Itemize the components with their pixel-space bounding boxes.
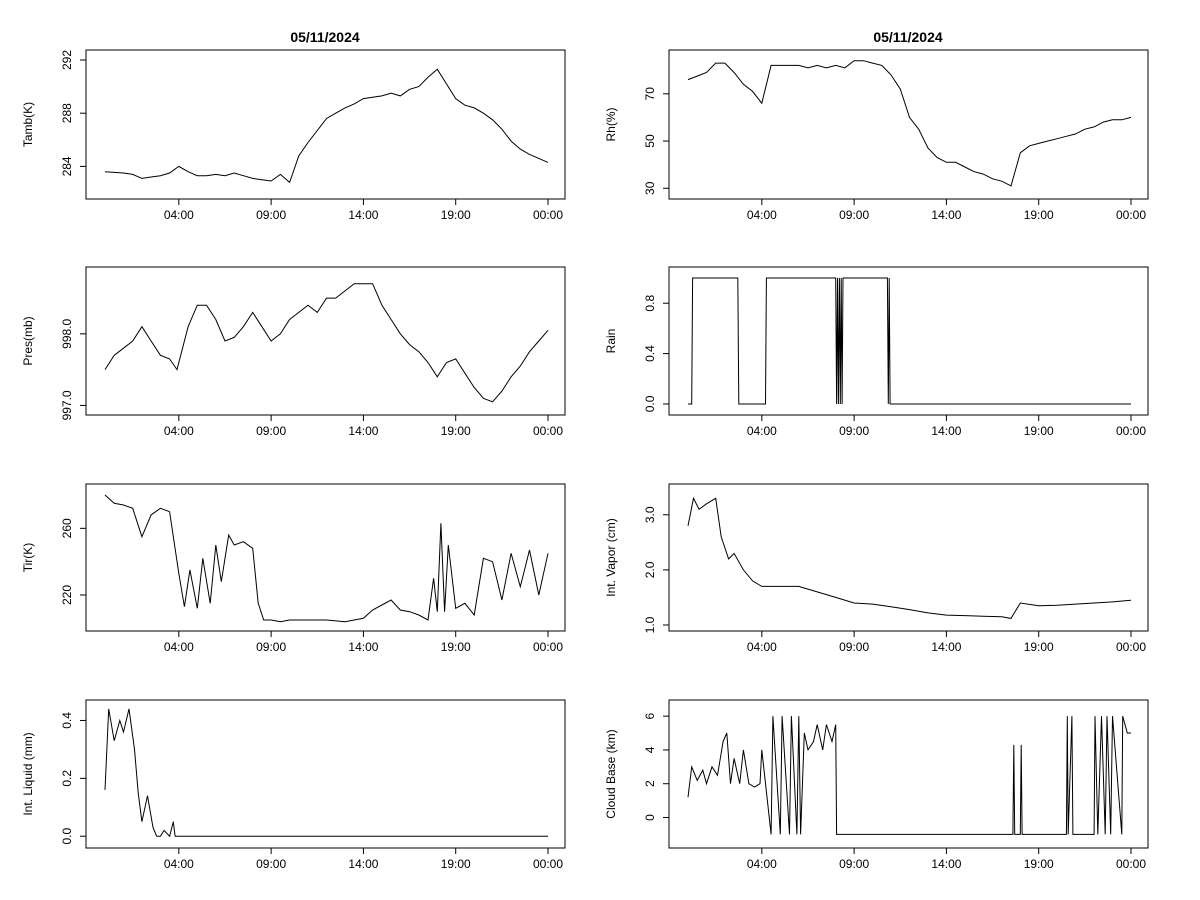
pres-y-tick-label: 997.0 — [60, 390, 74, 420]
vapor-x-tick-label: 19:00 — [1024, 640, 1054, 654]
rain-y-tick-label: 0.8 — [643, 295, 657, 312]
vapor-x-tick-label: 00:00 — [1116, 640, 1146, 654]
cloud-y-tick-label: 2 — [643, 780, 657, 787]
pres-x-tick-label: 14:00 — [348, 424, 378, 438]
tamb-y-tick-label: 288 — [60, 103, 74, 123]
cloud-y-axis-label: Cloud Base (km) — [604, 729, 618, 818]
tir-series-line — [104, 494, 549, 623]
cloud-x-tick-label: 00:00 — [1116, 857, 1146, 871]
liquid-y-tick-label: 0.0 — [60, 828, 74, 845]
tamb-x-tick-label: 19:00 — [441, 208, 471, 222]
rh-x-tick-label: 14:00 — [931, 208, 961, 222]
panel-rain: 04:00 09:00 14:00 19:00 00:00 0.0 0.4 0.8 Rain — [604, 266, 1149, 438]
rh-x-tick-label: 04:00 — [747, 208, 777, 222]
rain-y-tick-label: 0.4 — [643, 345, 657, 362]
liquid-y-tick-label: 0.2 — [60, 770, 74, 787]
rh-y-tick-label: 30 — [643, 181, 657, 195]
tamb-series-line — [104, 68, 549, 184]
liquid-x-tick-label: 00:00 — [533, 857, 563, 871]
tamb-y-tick-label: 292 — [60, 50, 74, 70]
liquid-x-tick-label: 19:00 — [441, 857, 471, 871]
tamb-y-tick-label: 284 — [60, 156, 74, 176]
panel-pres: 04:00 09:00 14:00 19:00 00:00 997.0 998.0 Pres(… — [21, 266, 566, 438]
panel-cloud: 04:00 09:00 14:00 19:00 00:00 0 2 4 6 Cloud Base … — [604, 699, 1149, 871]
vapor-plot-frame — [668, 483, 1149, 632]
cloud-x-tick-label: 14:00 — [931, 857, 961, 871]
vapor-series-line — [687, 496, 1132, 619]
cloud-x-tick-label: 04:00 — [747, 857, 777, 871]
vapor-y-axis-label: Int. Vapor (cm) — [604, 518, 618, 596]
cloud-y-tick-label: 6 — [643, 712, 657, 719]
rh-series-line — [687, 60, 1132, 187]
cloud-series-line — [687, 715, 1131, 835]
tir-x-tick-label: 04:00 — [164, 640, 194, 654]
rain-x-tick-label: 09:00 — [839, 424, 869, 438]
rain-series-line — [688, 277, 1131, 405]
tir-y-axis-label: Tir(K) — [21, 543, 35, 573]
panel-tir: 04:00 09:00 14:00 19:00 00:00 220 260 Tir(K) — [21, 483, 566, 654]
cloud-x-tick-label: 19:00 — [1024, 857, 1054, 871]
cloud-y-tick-label: 4 — [643, 746, 657, 753]
liquid-x-tick-label: 14:00 — [348, 857, 378, 871]
pres-y-axis-label: Pres(mb) — [21, 316, 35, 365]
tamb-x-tick-label: 00:00 — [533, 208, 563, 222]
rh-plot-frame — [668, 49, 1149, 200]
rain-x-tick-label: 19:00 — [1024, 424, 1054, 438]
panel-vapor: 04:00 09:00 14:00 19:00 00:00 1.0 2.0 3.0 Int. V… — [604, 483, 1149, 654]
rh-y-tick-label: 70 — [643, 87, 657, 101]
rh-y-tick-label: 50 — [643, 134, 657, 148]
pres-x-tick-label: 00:00 — [533, 424, 563, 438]
pres-plot-frame — [85, 266, 566, 416]
tir-plot-frame — [85, 483, 566, 632]
liquid-y-axis-label: Int. Liquid (mm) — [21, 732, 35, 815]
rh-x-tick-label: 00:00 — [1116, 208, 1146, 222]
panel-liquid: 04:00 09:00 14:00 19:00 00:00 0.0 0.2 0.4 Int. L… — [21, 699, 566, 871]
liquid-y-tick-label: 0.4 — [60, 712, 74, 729]
pres-x-tick-label: 04:00 — [164, 424, 194, 438]
panel-rh: 04:00 09:00 14:00 19:00 00:00 30 50 70 Rh(%) — [604, 49, 1149, 222]
left-column-title: 05/11/2024 — [290, 29, 360, 45]
rain-x-tick-label: 00:00 — [1116, 424, 1146, 438]
tamb-x-tick-label: 04:00 — [164, 208, 194, 222]
tamb-x-tick-label: 14:00 — [348, 208, 378, 222]
liquid-x-tick-label: 09:00 — [256, 857, 286, 871]
liquid-x-tick-label: 04:00 — [164, 857, 194, 871]
liquid-plot-frame — [85, 699, 566, 849]
rain-y-axis-label: Rain — [604, 329, 618, 354]
tir-y-tick-label: 260 — [60, 518, 74, 538]
rh-x-tick-label: 19:00 — [1024, 208, 1054, 222]
rain-x-tick-label: 14:00 — [931, 424, 961, 438]
cloud-y-tick-label: 0 — [643, 814, 657, 821]
pres-x-tick-label: 09:00 — [256, 424, 286, 438]
tir-x-tick-label: 09:00 — [256, 640, 286, 654]
tir-x-tick-label: 14:00 — [348, 640, 378, 654]
pres-series-line — [104, 283, 549, 403]
tamb-x-tick-label: 09:00 — [256, 208, 286, 222]
pres-y-tick-label: 998.0 — [60, 319, 74, 349]
vapor-x-tick-label: 09:00 — [839, 640, 869, 654]
rain-y-tick-label: 0.0 — [643, 395, 657, 412]
tamb-y-axis-label: Tamb(K) — [21, 102, 35, 147]
vapor-y-tick-label: 1.0 — [643, 616, 657, 633]
vapor-x-tick-label: 14:00 — [931, 640, 961, 654]
rh-x-tick-label: 09:00 — [839, 208, 869, 222]
cloud-x-tick-label: 09:00 — [839, 857, 869, 871]
tir-y-tick-label: 220 — [60, 585, 74, 605]
right-column-title: 05/11/2024 — [873, 29, 943, 45]
panel-tamb: 04:00 09:00 14:00 19:00 00:00 284 288 292 Tamb(K… — [21, 49, 566, 222]
pres-x-tick-label: 19:00 — [441, 424, 471, 438]
vapor-x-tick-label: 04:00 — [747, 640, 777, 654]
cloud-plot-frame — [668, 699, 1149, 849]
rh-y-axis-label: Rh(%) — [604, 107, 618, 141]
tamb-plot-frame — [85, 49, 566, 200]
tir-x-tick-label: 00:00 — [533, 640, 563, 654]
tir-x-tick-label: 19:00 — [441, 640, 471, 654]
vapor-y-tick-label: 2.0 — [643, 561, 657, 578]
vapor-y-tick-label: 3.0 — [643, 506, 657, 523]
rain-plot-frame — [668, 266, 1149, 416]
liquid-series-line — [104, 708, 548, 838]
rain-x-tick-label: 04:00 — [747, 424, 777, 438]
